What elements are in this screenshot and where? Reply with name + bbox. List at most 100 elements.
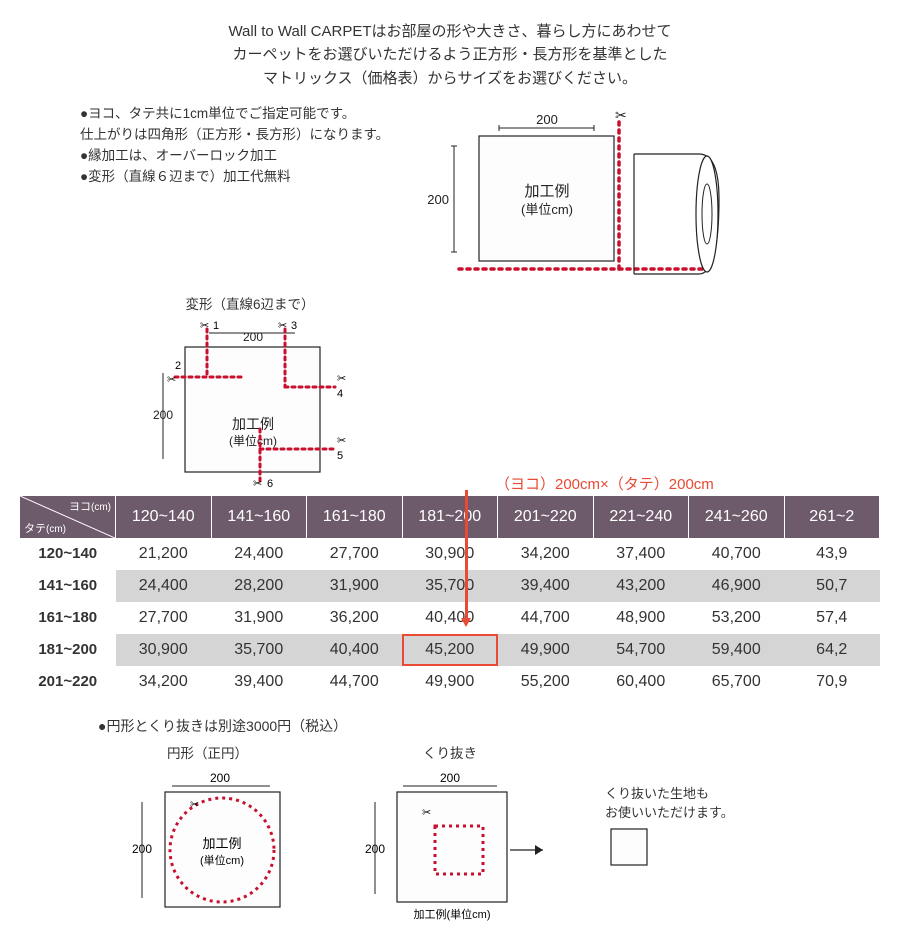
intro-line: マトリックス（価格表）からサイズをお選びください。 xyxy=(150,67,750,90)
price-cell: 50,7 xyxy=(784,570,880,602)
price-cell: 54,700 xyxy=(593,634,689,666)
price-cell: 44,700 xyxy=(498,602,594,634)
row-header: 120~140 xyxy=(20,538,116,570)
col-header: 141~160 xyxy=(211,496,307,538)
price-cell: 53,200 xyxy=(689,602,785,634)
price-cell: 34,200 xyxy=(498,538,594,570)
row-header: 161~180 xyxy=(20,602,116,634)
bullet: ●縁加工は、オーバーロック加工 xyxy=(80,146,389,167)
price-cell: 40,400 xyxy=(307,634,403,666)
diagram-hex: 変形（直線6辺まで） 加工例 (単位cm) 200 200 ✂1 2✂ ✂3 xyxy=(145,293,355,492)
cutout-note: くり抜いた生地も お使いいただけます。 xyxy=(605,784,734,823)
svg-text:200: 200 xyxy=(243,330,263,344)
corner-header: ヨコ(cm) タテ(cm) xyxy=(20,496,116,538)
svg-text:200: 200 xyxy=(440,771,460,785)
col-header: 161~180 xyxy=(307,496,403,538)
price-cell: 24,400 xyxy=(116,570,212,602)
svg-text:(単位cm): (単位cm) xyxy=(521,202,573,217)
svg-text:✂: ✂ xyxy=(253,478,262,489)
price-cell: 49,900 xyxy=(498,634,594,666)
svg-text:200: 200 xyxy=(536,112,558,127)
svg-text:1: 1 xyxy=(213,320,219,332)
svg-text:✂: ✂ xyxy=(200,320,209,332)
diagram-cutout: くり抜き 200 ✂ 加工例(単位cm) 200 xyxy=(355,742,545,931)
price-cell: 30,900 xyxy=(402,538,498,570)
diagram-roll: 200 加工例 (単位cm) 200 ✂ xyxy=(419,104,749,287)
price-cell: 43,200 xyxy=(593,570,689,602)
price-cell: 39,400 xyxy=(211,666,307,698)
svg-text:6: 6 xyxy=(267,478,273,489)
price-cell: 65,700 xyxy=(689,666,785,698)
bullet: ●ヨコ、タテ共に1cm単位でご指定可能です。 xyxy=(80,104,389,125)
col-header: 221~240 xyxy=(593,496,689,538)
cutout-side: くり抜いた生地も お使いいただけます。 xyxy=(605,742,734,876)
price-cell: 30,900 xyxy=(116,634,212,666)
intro-line: Wall to Wall CARPETはお部屋の形や大きさ、暮らし方にあわせて xyxy=(150,20,750,43)
svg-text:✂: ✂ xyxy=(278,320,287,332)
price-cell: 31,900 xyxy=(307,570,403,602)
cutout-caption: くり抜き xyxy=(355,742,545,762)
price-cell: 27,700 xyxy=(116,602,212,634)
hex-caption: 変形（直線6辺まで） xyxy=(145,293,355,313)
col-header: 120~140 xyxy=(116,496,212,538)
price-cell: 27,700 xyxy=(307,538,403,570)
price-cell: 59,400 xyxy=(689,634,785,666)
col-header: 201~220 xyxy=(498,496,594,538)
price-cell: 37,400 xyxy=(593,538,689,570)
highlight-line xyxy=(465,490,468,620)
svg-text:(単位cm): (単位cm) xyxy=(200,853,244,867)
svg-text:✂: ✂ xyxy=(422,807,431,819)
price-cell: 40,400 xyxy=(402,602,498,634)
price-cell: 64,2 xyxy=(784,634,880,666)
price-cell: 39,400 xyxy=(498,570,594,602)
svg-text:5: 5 xyxy=(337,450,343,462)
svg-text:200: 200 xyxy=(210,771,230,785)
row-header: 141~160 xyxy=(20,570,116,602)
table-row: 120~14021,20024,40027,70030,90034,20037,… xyxy=(20,538,880,570)
feature-bullets: ●ヨコ、タテ共に1cm単位でご指定可能です。 仕上がりは四角形（正方形・長方形）… xyxy=(80,104,389,188)
intro-text: Wall to Wall CARPETはお部屋の形や大きさ、暮らし方にあわせて … xyxy=(150,20,750,90)
bullet: ●変形（直線６辺まで）加工代無料 xyxy=(80,167,389,188)
diagram-circle: 円形（正円） 200 加工例 (単位cm) ✂ 200 xyxy=(120,742,295,931)
price-cell: 44,700 xyxy=(307,666,403,698)
price-cell: 43,9 xyxy=(784,538,880,570)
price-cell: 57,4 xyxy=(784,602,880,634)
svg-text:✂: ✂ xyxy=(190,799,199,811)
svg-text:200: 200 xyxy=(427,192,449,207)
svg-text:加工例(単位cm): 加工例(単位cm) xyxy=(414,907,491,921)
price-cell: 40,700 xyxy=(689,538,785,570)
svg-text:✂: ✂ xyxy=(337,373,346,385)
table-row: 201~22034,20039,40044,70049,90055,20060,… xyxy=(20,666,880,698)
price-cell: 49,900 xyxy=(402,666,498,698)
price-table-wrap: ヨコ(cm) タテ(cm) 120~140 141~160 161~180 18… xyxy=(20,496,880,698)
svg-text:加工例: 加工例 xyxy=(202,836,241,851)
intro-line: カーペットをお選びいただけるよう正方形・長方形を基準とした xyxy=(150,43,750,66)
price-cell: 55,200 xyxy=(498,666,594,698)
svg-text:3: 3 xyxy=(291,320,297,332)
price-cell: 48,900 xyxy=(593,602,689,634)
extra-charge-note: ●円形とくり抜きは別途3000円（税込） xyxy=(98,716,880,736)
circle-caption: 円形（正円） xyxy=(120,742,295,762)
bullet: 仕上がりは四角形（正方形・長方形）になります。 xyxy=(80,125,389,146)
price-cell: 35,700 xyxy=(402,570,498,602)
price-table: ヨコ(cm) タテ(cm) 120~140 141~160 161~180 18… xyxy=(20,496,880,698)
price-cell: 31,900 xyxy=(211,602,307,634)
svg-text:4: 4 xyxy=(337,388,343,400)
svg-text:加工例: 加工例 xyxy=(232,416,274,432)
price-cell: 21,200 xyxy=(116,538,212,570)
price-cell: 28,200 xyxy=(211,570,307,602)
price-cell: 60,400 xyxy=(593,666,689,698)
svg-text:(単位cm): (単位cm) xyxy=(229,433,277,448)
price-cell: 35,700 xyxy=(211,634,307,666)
price-cell: 70,9 xyxy=(784,666,880,698)
col-header: 181~200 xyxy=(402,496,498,538)
svg-text:✂: ✂ xyxy=(615,107,627,123)
price-cell: 24,400 xyxy=(211,538,307,570)
col-header: 261~2 xyxy=(784,496,880,538)
price-cell: 36,200 xyxy=(307,602,403,634)
row-header: 201~220 xyxy=(20,666,116,698)
svg-text:✂: ✂ xyxy=(167,374,176,386)
col-header: 241~260 xyxy=(689,496,785,538)
price-cell: 45,200 xyxy=(402,634,498,666)
highlight-dimension-label: （ヨコ）200cm×（タテ）200cm xyxy=(495,473,880,494)
